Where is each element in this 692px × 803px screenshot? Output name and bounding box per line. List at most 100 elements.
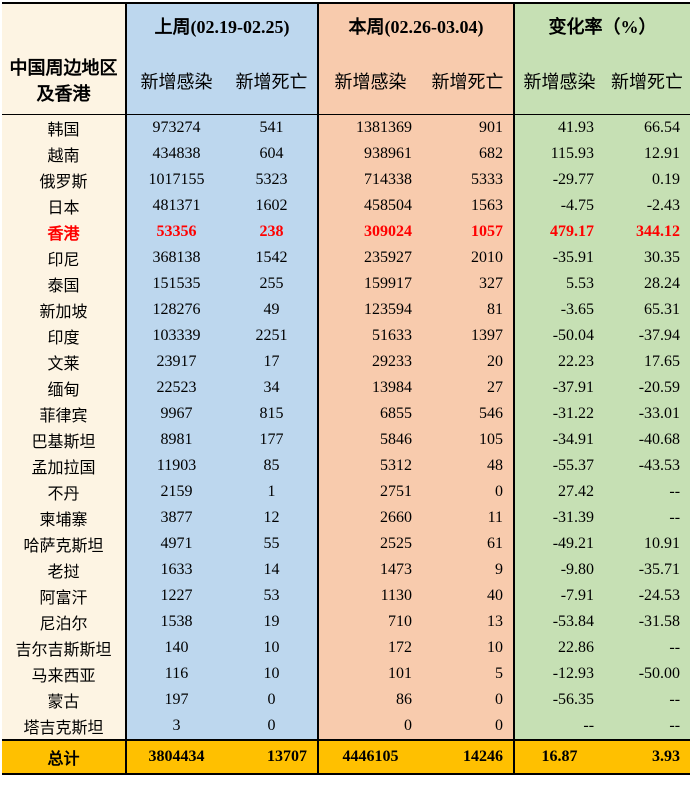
change-cases-cell: 22.86 (513, 635, 605, 661)
this-week-cases-cell: 13984 (317, 375, 423, 401)
last-week-cases-cell: 1538 (125, 609, 226, 635)
table-row: 马来西亚 116 10 101 5 -12.93 -50.00 (2, 661, 691, 687)
last-week-cases-cell: 116 (125, 661, 226, 687)
region-name-cell: 俄罗斯 (2, 167, 126, 193)
header-lw-new-deaths: 新增死亡 (226, 48, 319, 115)
last-week-cases-cell: 151535 (125, 271, 226, 297)
last-week-deaths-cell: 85 (226, 453, 319, 479)
table-row: 韩国 973274 541 1381369 901 41.93 66.54 (2, 114, 691, 141)
region-name-cell: 新加坡 (2, 297, 126, 323)
this-week-deaths-cell: 48 (422, 453, 515, 479)
total-change-deaths: 3.93 (604, 739, 691, 775)
last-week-deaths-cell: 53 (226, 583, 319, 609)
change-cases-cell: 5.53 (513, 271, 605, 297)
change-deaths-cell: -33.01 (604, 401, 691, 427)
change-deaths-cell: 12.91 (604, 141, 691, 167)
change-deaths-cell: -24.53 (604, 583, 691, 609)
table-row: 越南 434838 604 938961 682 115.93 12.91 (2, 141, 691, 167)
last-week-deaths-cell: 14 (226, 557, 319, 583)
this-week-cases-cell: 1473 (317, 557, 423, 583)
this-week-deaths-cell: 327 (422, 271, 515, 297)
this-week-cases-cell: 86 (317, 687, 423, 713)
region-name-cell: 不丹 (2, 479, 126, 505)
this-week-cases-cell: 6855 (317, 401, 423, 427)
this-week-deaths-cell: 81 (422, 297, 515, 323)
last-week-deaths-cell: 1 (226, 479, 319, 505)
change-deaths-cell: -- (604, 505, 691, 531)
table-row: 香港 53356 238 309024 1057 479.17 344.12 (2, 219, 691, 245)
this-week-deaths-cell: 546 (422, 401, 515, 427)
last-week-cases-cell: 1633 (125, 557, 226, 583)
table-row: 蒙古 197 0 86 0 -56.35 -- (2, 687, 691, 713)
region-name-cell: 哈萨克斯坦 (2, 531, 126, 557)
this-week-deaths-cell: 27 (422, 375, 515, 401)
region-name-cell: 菲律宾 (2, 401, 126, 427)
header-tw-new-deaths: 新增死亡 (422, 48, 515, 115)
table-row: 巴基斯坦 8981 177 5846 105 -34.91 -40.68 (2, 427, 691, 453)
this-week-cases-cell: 172 (317, 635, 423, 661)
header-change-rate: 变化率（%） (513, 2, 691, 48)
last-week-deaths-cell: 815 (226, 401, 319, 427)
this-week-deaths-cell: 9 (422, 557, 515, 583)
table-row: 文莱 23917 17 29233 20 22.23 17.65 (2, 349, 691, 375)
last-week-cases-cell: 368138 (125, 245, 226, 271)
total-last-week-cases: 3804434 (125, 739, 226, 775)
last-week-deaths-cell: 55 (226, 531, 319, 557)
this-week-deaths-cell: 13 (422, 609, 515, 635)
table-row: 印度 103339 2251 51633 1397 -50.04 -37.94 (2, 323, 691, 349)
this-week-deaths-cell: 1397 (422, 323, 515, 349)
this-week-deaths-cell: 682 (422, 141, 515, 167)
last-week-deaths-cell: 541 (226, 114, 319, 141)
change-cases-cell: -4.75 (513, 193, 605, 219)
last-week-deaths-cell: 177 (226, 427, 319, 453)
table-row: 柬埔寨 3877 12 2660 11 -31.39 -- (2, 505, 691, 531)
last-week-cases-cell: 103339 (125, 323, 226, 349)
header-tw-new-cases: 新增感染 (317, 48, 423, 115)
table-row: 不丹 2159 1 2751 0 27.42 -- (2, 479, 691, 505)
last-week-deaths-cell: 1602 (226, 193, 319, 219)
header-row-periods: 上周(02.19-02.25) 本周(02.26-03.04) 变化率（%） (2, 2, 691, 48)
total-change-cases: 16.87 (513, 739, 605, 775)
change-cases-cell: -12.93 (513, 661, 605, 687)
header-blank-cell (2, 2, 126, 48)
change-deaths-cell: -2.43 (604, 193, 691, 219)
change-deaths-cell: 17.65 (604, 349, 691, 375)
region-name-cell: 日本 (2, 193, 126, 219)
change-deaths-cell: 10.91 (604, 531, 691, 557)
this-week-deaths-cell: 10 (422, 635, 515, 661)
change-deaths-cell: -50.00 (604, 661, 691, 687)
last-week-deaths-cell: 5323 (226, 167, 319, 193)
change-cases-cell: -- (513, 713, 605, 740)
this-week-cases-cell: 1130 (317, 583, 423, 609)
last-week-cases-cell: 434838 (125, 141, 226, 167)
table-row: 日本 481371 1602 458504 1563 -4.75 -2.43 (2, 193, 691, 219)
last-week-deaths-cell: 1542 (226, 245, 319, 271)
change-deaths-cell: -37.94 (604, 323, 691, 349)
table-row: 老挝 1633 14 1473 9 -9.80 -35.71 (2, 557, 691, 583)
change-cases-cell: -50.04 (513, 323, 605, 349)
change-cases-cell: 27.42 (513, 479, 605, 505)
last-week-deaths-cell: 19 (226, 609, 319, 635)
region-name-cell: 巴基斯坦 (2, 427, 126, 453)
this-week-cases-cell: 2751 (317, 479, 423, 505)
last-week-cases-cell: 197 (125, 687, 226, 713)
this-week-cases-cell: 101 (317, 661, 423, 687)
this-week-cases-cell: 458504 (317, 193, 423, 219)
change-cases-cell: -3.65 (513, 297, 605, 323)
change-cases-cell: -31.22 (513, 401, 605, 427)
this-week-deaths-cell: 0 (422, 713, 515, 740)
last-week-deaths-cell: 604 (226, 141, 319, 167)
this-week-deaths-cell: 0 (422, 687, 515, 713)
total-last-week-deaths: 13707 (226, 739, 319, 775)
change-cases-cell: -56.35 (513, 687, 605, 713)
this-week-cases-cell: 710 (317, 609, 423, 635)
change-cases-cell: -7.91 (513, 583, 605, 609)
last-week-cases-cell: 2159 (125, 479, 226, 505)
last-week-cases-cell: 3877 (125, 505, 226, 531)
region-name-cell: 老挝 (2, 557, 126, 583)
total-label-cell: 总计 (2, 739, 126, 775)
this-week-cases-cell: 159917 (317, 271, 423, 297)
table-row: 尼泊尔 1538 19 710 13 -53.84 -31.58 (2, 609, 691, 635)
table-row: 哈萨克斯坦 4971 55 2525 61 -49.21 10.91 (2, 531, 691, 557)
this-week-cases-cell: 1381369 (317, 114, 423, 141)
